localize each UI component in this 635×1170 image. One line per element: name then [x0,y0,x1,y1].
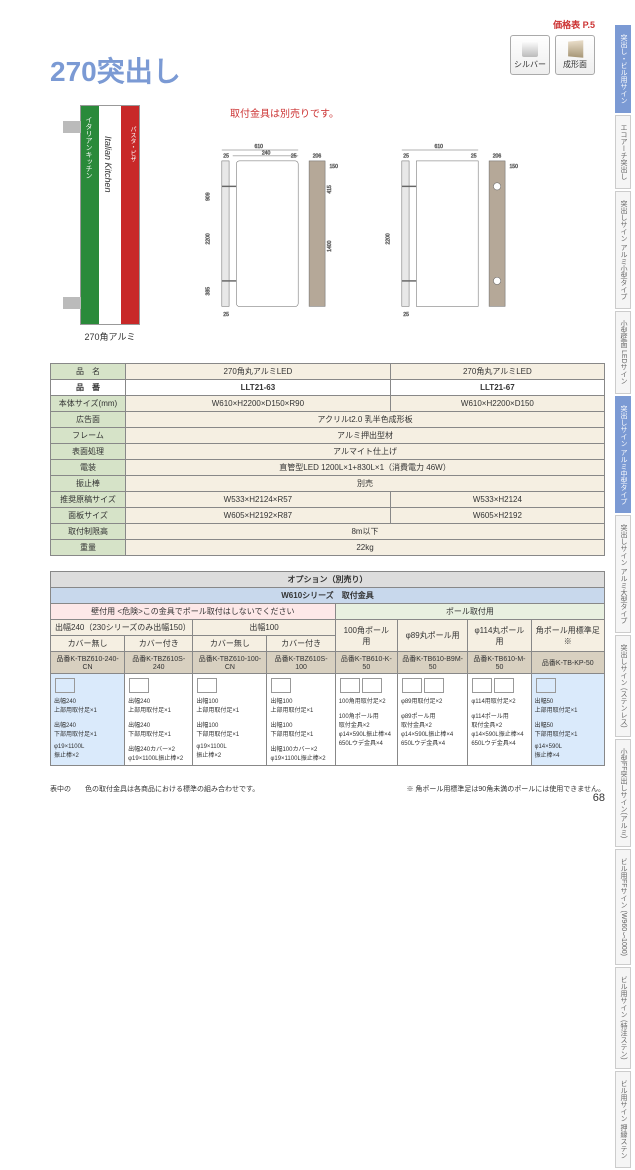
side-tab: ビル用サイン (特注ステン) [615,967,631,1069]
svg-text:909: 909 [205,192,211,201]
side-tab: エコアーチ突出し [615,115,631,189]
spec-table: 品 名270角丸アルミLED270角丸アルミLED 品 番LLT21-63LLT… [50,363,605,556]
tag-silver: シルバー [510,35,550,75]
product-area: イタリアンキッチン パスタ・ピザ Italian Kitchen 270角アルミ… [50,105,605,343]
svg-text:2200: 2200 [385,233,391,244]
svg-text:25: 25 [223,153,229,159]
opt-cell: 出幅100 上部用取付足×1 出幅100 下部用取付足×1 出幅100カバー×2… [267,674,335,766]
model-1: LLT21-63 [126,380,391,396]
option-table: オプション（別売り） W610シリーズ 取付金具 壁付用 <危険>この金具でポー… [50,571,605,766]
svg-text:150: 150 [329,164,338,170]
side-tab: ビル用サイン 押縁ステン [615,1071,631,1168]
svg-text:25: 25 [223,312,229,318]
opt-cell: φ114用取付足×2 φ114ポール用 取付金具×2 φ14×590L振止棒×4… [468,674,531,766]
tag-molded: 成形面 [555,35,595,75]
diagram-2: 610 25 25 2200 25 206 150 [380,130,540,330]
mounting-note: 取付金具は別売りです。 [200,105,605,120]
side-tab: 突出し・ビル用サイン [615,25,631,113]
opt-cell: 100角用取付足×2 100角ポール用 取付金具×2 φ14×590L振止棒×4… [335,674,397,766]
side-tab: 小型壁面 LEDサイン [615,311,631,394]
opt-cell: φ89用取付足×2 φ89ポール用 取付金具×2 φ14×590L振止棒×4 6… [397,674,467,766]
opt-cell: 出幅240 上部用取付足×1 出幅240 下部用取付足×1 φ19×1100L … [51,674,125,766]
product-caption: 270角アルミ [50,330,170,343]
price-ref: 価格表 P.5 [510,18,595,31]
svg-text:25: 25 [403,312,409,318]
svg-text:240: 240 [262,150,271,156]
svg-text:1400: 1400 [327,240,333,251]
svg-text:2200: 2200 [205,233,211,244]
side-tab: 突出しサイン (ステンレス) [615,635,631,737]
svg-text:610: 610 [435,144,444,150]
side-tab: 小型FF突出しサイン(アルミ) [615,739,631,847]
side-tabs: 突出し・ビル用サイン エコアーチ突出し 突出しサイン アルミ小型タイプ 小型壁面… [615,25,635,1170]
svg-text:25: 25 [403,153,409,159]
svg-text:150: 150 [509,164,518,170]
svg-text:206: 206 [493,153,502,159]
side-tab: 突出しサイン アルミ大型タイプ [615,515,631,633]
opt-cell: 出幅100 上部用取付足×1 出幅100 下部用取付足×1 φ19×1100L … [193,674,267,766]
product-image: イタリアンキッチン パスタ・ピザ Italian Kitchen 270角アルミ [50,105,170,343]
model-2: LLT21-67 [390,380,604,396]
opt-cell: 出幅240 上部用取付足×1 出幅240 下部用取付足×1 出幅240カバー×2… [125,674,193,766]
side-tab: 突出しサイン アルミ中型タイプ [615,396,631,514]
footnote-left: 表中の 色の取付金具は各商品における標準の組み合わせです。 [50,784,259,794]
technical-diagrams: 取付金具は別売りです。 610 240 2525 909 2 [200,105,605,343]
footnote-right: ※ 角ポール用標準足は90角未満のポールには使用できません。 [406,784,605,794]
diagram-1: 610 240 25 25 909 2200 385 25 [200,130,360,330]
svg-text:25: 25 [291,153,297,159]
svg-text:415: 415 [327,185,333,194]
side-tab: ビル用FFサイン (W960〜1000) [615,849,631,965]
svg-text:206: 206 [313,153,322,159]
svg-text:25: 25 [471,153,477,159]
side-tab: 突出しサイン アルミ小型タイプ [615,191,631,309]
opt-cell: 出幅50 上部用取付足×1 出幅50 下部用取付足×1 φ14×590L 振止棒… [531,674,604,766]
page-number: 68 [593,792,605,804]
svg-text:610: 610 [255,144,264,150]
svg-text:385: 385 [205,287,211,296]
